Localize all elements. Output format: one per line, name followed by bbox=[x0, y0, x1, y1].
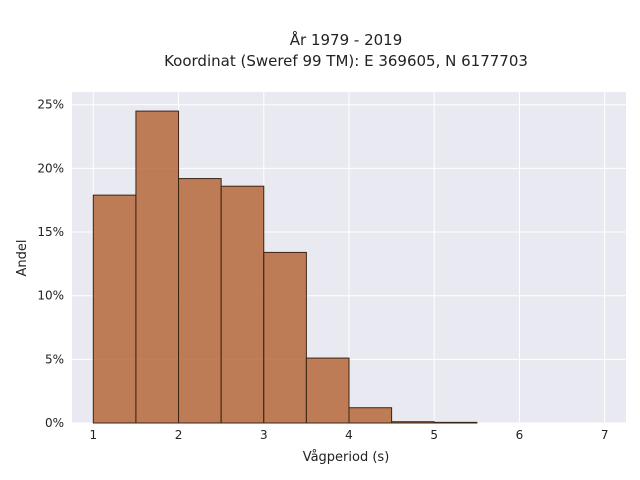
y-tick-label: 25% bbox=[37, 98, 64, 112]
y-tick-labels: 0% 5% 10% 15% 20% 25% bbox=[37, 98, 64, 430]
histogram-bar bbox=[263, 251, 307, 424]
y-tick-label: 5% bbox=[45, 352, 64, 366]
x-tick-label: 2 bbox=[175, 428, 183, 442]
x-tick-label: 6 bbox=[516, 428, 524, 442]
histogram-bar bbox=[348, 407, 393, 424]
chart-title-line2: Koordinat (Sweref 99 TM): E 369605, N 61… bbox=[164, 52, 528, 70]
x-tick-label: 4 bbox=[345, 428, 353, 442]
x-tick-label: 7 bbox=[601, 428, 609, 442]
histogram-bar bbox=[433, 421, 478, 424]
chart-title-line1: År 1979 - 2019 bbox=[290, 30, 403, 49]
x-tick-label: 1 bbox=[89, 428, 97, 442]
x-tick-labels: 1 2 3 4 5 6 7 bbox=[89, 428, 608, 442]
histogram-bar bbox=[178, 178, 222, 424]
y-tick-label: 0% bbox=[45, 416, 64, 430]
y-tick-label: 15% bbox=[37, 225, 64, 239]
histogram-bar bbox=[135, 110, 180, 424]
x-tick-label: 3 bbox=[260, 428, 268, 442]
y-tick-label: 10% bbox=[37, 289, 64, 303]
histogram-bar bbox=[220, 185, 265, 424]
y-axis-label: Andel bbox=[15, 240, 30, 277]
y-tick-label: 20% bbox=[37, 161, 64, 175]
histogram-bar bbox=[305, 357, 350, 424]
x-axis-label: Vågperiod (s) bbox=[303, 450, 390, 465]
bars bbox=[92, 110, 478, 424]
histogram-bar bbox=[391, 421, 435, 424]
histogram-bar bbox=[92, 194, 137, 424]
x-tick-label: 5 bbox=[430, 428, 438, 442]
